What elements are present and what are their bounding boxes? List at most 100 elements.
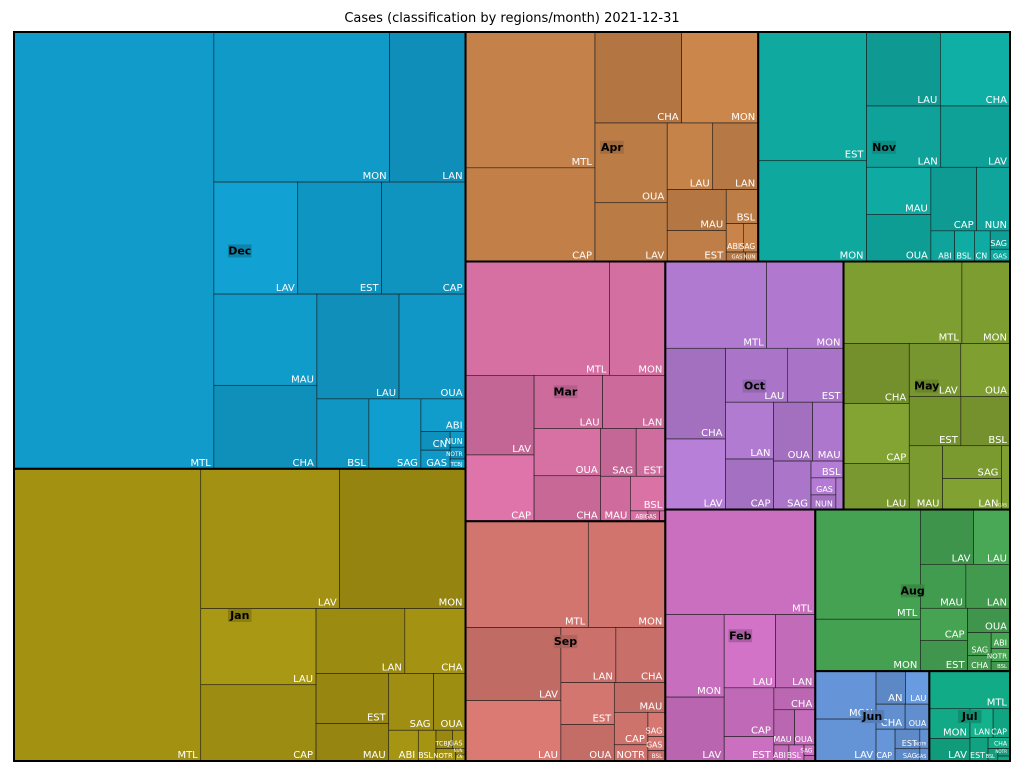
tile-label-oct-nun: NUN	[815, 500, 833, 509]
tile-label-oct-cha: CHA	[701, 428, 723, 439]
month-label-mar: Mar	[554, 385, 578, 398]
tile-oct-mtl	[665, 261, 767, 349]
month-label-feb: Feb	[729, 629, 752, 642]
tile-mar-cap	[465, 454, 535, 522]
tile-feb-lan	[775, 614, 816, 689]
tile-label-feb-lan: LAN	[792, 677, 812, 688]
tile-label-jul-mon: MON	[943, 728, 967, 739]
tile-label-nov-cap: CAP	[954, 220, 974, 231]
tile-label-oct-est: EST	[822, 391, 842, 402]
tile-label-nov-gas: GAS	[993, 253, 1007, 261]
tile-dec-mau	[213, 293, 318, 386]
tile-label-mar-mau: MAU	[605, 510, 628, 521]
month-label-may: May	[914, 380, 939, 393]
tile-label-jan-gas: GAS	[449, 740, 463, 748]
tile-label-may-mau: MAU	[917, 499, 940, 510]
tile-label-dec-bsl: BSL	[347, 458, 366, 469]
tile-label-nov-oua: OUA	[906, 251, 928, 262]
tile-label-apr-mtl: MTL	[572, 157, 593, 168]
month-block-aug: MTL MON LAV LAU MAU LAN CAP EST OUA SAG CHA ABI NOTR…	[814, 508, 1011, 673]
month-block-jan: MTL LAV MON LAU CAP LAN CHA EST MAU SAG OUA ABI BSLT…	[13, 467, 467, 762]
tile-oct-sag	[773, 460, 812, 510]
tile-label-dec-cap: CAP	[443, 283, 463, 294]
tile-nov-nun	[976, 166, 1011, 232]
month-block-sep: MTL MON LAV LAU LAN CHA EST OUA MAU CAP NOTR SAG GAS…	[464, 520, 667, 763]
tile-aug-lav	[920, 509, 974, 565]
tile-apr-mau	[666, 189, 727, 231]
tile-label-feb-mtl: MTL	[792, 604, 813, 615]
tile-dec-lav	[213, 181, 299, 295]
tile-label-apr-lau: LAU	[690, 179, 710, 190]
tile-label-jan-nun: NUN	[454, 748, 463, 753]
tile-label-nov-cha: CHA	[986, 95, 1008, 106]
tile-label-jun-gas: GAS	[916, 754, 926, 760]
tile-label-feb-bsl: BSL	[787, 751, 802, 760]
tile-oct-cn	[835, 477, 844, 510]
tile-label-apr-est: EST	[704, 251, 724, 262]
tile-label-jan-oua: OUA	[441, 719, 463, 730]
tile-label-aug-bsl: BSL	[997, 664, 1007, 670]
tile-label-feb-est: EST	[752, 750, 772, 761]
tile-label-sep-mon: MON	[638, 616, 662, 627]
tile-aug-mau	[920, 564, 967, 609]
tile-label-apr-nun: NUN	[744, 255, 756, 261]
tile-label-apr-lan: LAN	[735, 179, 755, 190]
tile-label-mar-lav: LAV	[512, 444, 531, 455]
tile-nov-lan	[866, 105, 942, 168]
tile-label-mar-gas: GAS	[645, 514, 657, 520]
tile-label-dec-gas: GAS	[426, 458, 447, 469]
tile-label-apr-cap: CAP	[572, 251, 592, 262]
tile-may-bsl	[960, 396, 1011, 447]
tile-label-jun-oua: OUA	[909, 719, 927, 728]
tile-nov-mon	[757, 160, 867, 262]
tile-label-sep-lau: LAU	[538, 750, 558, 761]
month-block-nov: EST MON LAU CHA LAN LAV MAU OUA CAP NUN ABI BSL CNSA…	[757, 31, 1012, 263]
tile-label-nov-mon: MON	[840, 251, 864, 262]
tile-dec-mtl	[13, 31, 215, 470]
tile-nov-mau	[866, 166, 932, 215]
tile-label-aug-cha: CHA	[971, 661, 989, 670]
tile-label-jan-abi: ABI	[399, 750, 416, 761]
tile-label-jan-cha: CHA	[441, 662, 463, 673]
tile-label-aug-abi: ABI	[994, 639, 1007, 648]
month-label-aug: Aug	[901, 584, 925, 597]
tile-may-gas	[1001, 445, 1011, 510]
tile-label-jan-tcbj: TCBJ	[435, 741, 450, 748]
month-label-jan: Jan	[229, 609, 249, 622]
tile-label-jun-cap: CAP	[876, 751, 892, 760]
month-label-bg-jan	[227, 608, 252, 622]
tile-label-jul-bsl: BSL	[986, 754, 995, 760]
tile-label-dec-oua: OUA	[441, 388, 463, 399]
tile-label-nov-mau: MAU	[905, 203, 928, 214]
tile-label-aug-lav: LAV	[952, 553, 971, 564]
tile-label-apr-oua: OUA	[642, 192, 664, 203]
tile-apr-mon	[681, 31, 759, 124]
tile-label-aug-sag: SAG	[971, 646, 988, 655]
tile-apr-cha	[594, 31, 682, 124]
tile-label-oct-bsl: BSL	[822, 467, 841, 478]
tile-sep-mon	[587, 520, 666, 628]
tile-label-jan-est: EST	[367, 712, 387, 723]
tile-oct-cha	[665, 347, 726, 440]
tile-label-oct-mau: MAU	[818, 450, 841, 461]
tile-label-apr-abi: ABI	[727, 242, 740, 251]
tile-dec-mon	[213, 31, 390, 183]
tile-label-nov-abi: ABI	[938, 252, 951, 261]
tile-label-sep-lan: LAN	[593, 672, 613, 683]
tile-may-oua	[960, 343, 1011, 397]
tile-label-jul-lan: LAN	[974, 728, 990, 737]
tile-label-dec-tcbj: TCBJ	[450, 462, 463, 468]
tile-label-sep-sag: SAG	[646, 727, 663, 736]
tile-dec-lan	[389, 31, 466, 183]
tile-sep-lav	[465, 627, 562, 701]
month-label-bg-jul	[957, 710, 982, 724]
tile-label-jun-sag: SAG	[903, 752, 917, 760]
tile-label-jan-mtl: MTL	[177, 750, 198, 761]
tile-label-oct-gas: GAS	[816, 485, 833, 494]
tile-label-mar-lau: LAU	[580, 417, 600, 428]
tile-label-dec-cha: CHA	[293, 458, 315, 469]
month-label-nov: Nov	[872, 141, 897, 154]
tile-label-dec-sag: SAG	[397, 458, 418, 469]
tile-label-sep-bsl: BSL	[652, 754, 663, 760]
